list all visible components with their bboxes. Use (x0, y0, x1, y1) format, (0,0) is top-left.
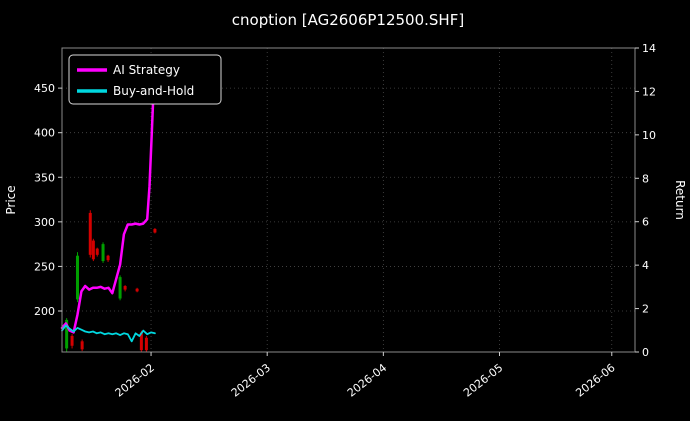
candlestick (75, 252, 79, 303)
ai-strategy-line (60, 76, 156, 334)
candlestick (91, 238, 95, 262)
candlestick (153, 228, 157, 234)
buy-and-hold-line (61, 324, 156, 343)
price-tick-label: 250 (34, 260, 55, 273)
return-tick-label: 0 (642, 346, 649, 359)
return-tick-label: 8 (642, 172, 649, 185)
price-tick-label: 450 (34, 82, 55, 95)
return-tick-label: 6 (642, 216, 649, 229)
date-tick-label: 2026-03 (229, 361, 273, 400)
candlestick (70, 334, 74, 349)
ai-strategy-legend-label: AI Strategy (113, 63, 180, 77)
return-tick-label: 4 (642, 259, 649, 272)
candlestick (95, 247, 99, 257)
legend: AI Strategy Buy-and-Hold (68, 54, 222, 105)
return-tick-label: 14 (642, 42, 656, 55)
right-axis-label: Return (673, 180, 687, 220)
date-tick-label: 2026-05 (461, 361, 505, 400)
candlestick (123, 285, 127, 292)
candlestick (135, 287, 139, 293)
price-tick-label: 400 (34, 127, 55, 140)
candlestick (80, 339, 84, 352)
left-axis-label: Price (4, 185, 18, 214)
date-tick-label: 2026-06 (573, 361, 617, 400)
return-tick-label: 12 (642, 85, 656, 98)
price-tick-label: 300 (34, 216, 55, 229)
price-tick-label: 200 (34, 305, 55, 318)
chart-title: cnoption [AG2606P12500.SHF] (232, 11, 464, 29)
date-tick-label: 2026-04 (345, 361, 389, 400)
price-tick-label: 350 (34, 171, 55, 184)
grid-layer (62, 48, 635, 352)
plot-border (61, 47, 636, 353)
return-tick-label: 2 (642, 303, 649, 316)
candlestick (118, 275, 122, 301)
candlestick-layer (65, 210, 157, 352)
series-layer (60, 76, 156, 343)
candlestick (101, 242, 105, 263)
candlestick (144, 335, 148, 352)
date-tick-label: 2026-02 (113, 361, 157, 400)
candlestick (88, 210, 92, 258)
candlestick (106, 254, 110, 262)
buy-and-hold-legend-label: Buy-and-Hold (113, 84, 194, 98)
return-tick-label: 10 (642, 129, 656, 142)
